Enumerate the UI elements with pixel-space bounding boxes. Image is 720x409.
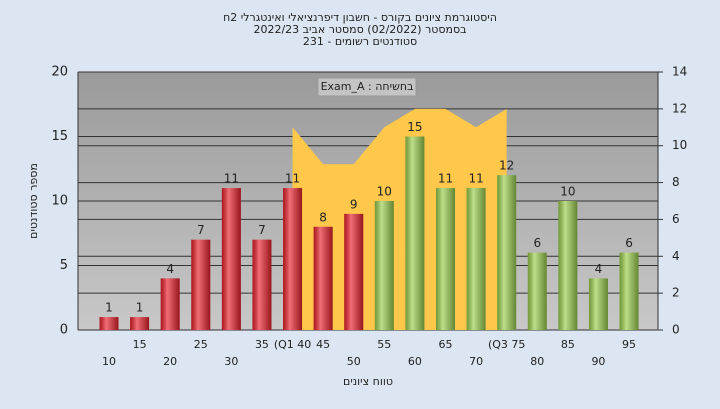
value-label: 1 — [136, 301, 144, 315]
value-label: 9 — [350, 197, 358, 211]
y-tick-label: 5 — [60, 258, 68, 273]
x-tick-label: 60 — [408, 355, 422, 368]
y-tick-label: 10 — [51, 194, 68, 209]
x-tick-label: 55 — [377, 338, 391, 351]
x-tick-label: (Q1 40 — [274, 338, 311, 351]
value-label: 7 — [197, 223, 205, 237]
y2-tick-label: 6 — [672, 212, 680, 226]
x-tick-label: 50 — [347, 355, 361, 368]
annotation-box — [317, 77, 417, 97]
chart-title: היסטוגרמת ציונים בקורס - חשבון דיפרנציאל… — [223, 11, 497, 24]
bar-shade — [558, 201, 578, 330]
bar-shade — [374, 201, 394, 330]
y2-tick-label: 14 — [672, 65, 687, 79]
value-label: 11 — [285, 172, 300, 186]
y2-tick-label: 2 — [672, 286, 680, 300]
value-label: 11 — [468, 172, 483, 186]
bar-shade — [252, 239, 272, 330]
y-axis-label: מספר סטודנטים — [27, 163, 40, 239]
bar-shade — [283, 188, 303, 330]
x-tick-label: 85 — [561, 338, 575, 351]
bar-shade — [497, 175, 517, 330]
value-label: 10 — [560, 185, 575, 199]
value-label: 7 — [258, 223, 266, 237]
value-label: 4 — [595, 262, 603, 276]
x-tick-label: 30 — [224, 355, 238, 368]
bar-shade — [130, 317, 150, 330]
y-tick-label: 0 — [60, 323, 68, 338]
chart-title: בסמסטר (02/2022) סמסטר אביב 2022/23 — [253, 23, 466, 36]
x-tick-label: 65 — [438, 338, 452, 351]
value-label: 6 — [625, 236, 633, 250]
bar-shade — [405, 136, 425, 330]
value-label: 1 — [105, 301, 113, 315]
x-tick-label: 90 — [591, 355, 605, 368]
y2-tick-label: 8 — [672, 175, 680, 189]
x-axis-label: טווח ציונים — [343, 375, 393, 388]
x-tick-label: 35 — [255, 338, 269, 351]
y2-tick-label: 4 — [672, 249, 680, 263]
value-label: 10 — [377, 185, 392, 199]
bar-shade — [191, 239, 211, 330]
x-tick-label: 95 — [622, 338, 636, 351]
x-tick-label: (Q3 75 — [488, 338, 525, 351]
value-label: 6 — [533, 236, 541, 250]
bar-shade — [160, 278, 180, 330]
bar-shade — [588, 278, 608, 330]
value-label: 12 — [499, 159, 514, 173]
y2-tick-label: 12 — [672, 101, 687, 115]
bar-shade — [435, 188, 455, 330]
annotation: בחשיחה : Exam_A — [321, 80, 414, 93]
x-tick-label: 20 — [163, 355, 177, 368]
x-tick-label: 10 — [102, 355, 116, 368]
value-label: 4 — [166, 262, 174, 276]
chart-title: סטודנטים רשומים - 231 — [303, 35, 417, 48]
bar-shade — [344, 213, 364, 330]
y-tick-label: 20 — [51, 65, 68, 80]
y-tick-label: 15 — [51, 129, 68, 144]
bar-shade — [99, 317, 119, 330]
x-tick-label: 80 — [530, 355, 544, 368]
value-label: 15 — [407, 120, 422, 134]
bar-shade — [527, 252, 547, 330]
value-label: 11 — [438, 172, 453, 186]
x-tick-label: 70 — [469, 355, 483, 368]
x-tick-label: 45 — [316, 338, 330, 351]
bar-shade — [466, 188, 486, 330]
value-label: 8 — [319, 210, 327, 224]
bar-shade — [313, 226, 333, 330]
x-tick-label: 25 — [194, 338, 208, 351]
y2-tick-label: 10 — [672, 138, 687, 152]
bar-shade — [221, 188, 241, 330]
x-tick-label: 15 — [133, 338, 147, 351]
bar-shade — [619, 252, 639, 330]
value-label: 11 — [224, 172, 239, 186]
y2-tick-label: 0 — [672, 323, 680, 337]
